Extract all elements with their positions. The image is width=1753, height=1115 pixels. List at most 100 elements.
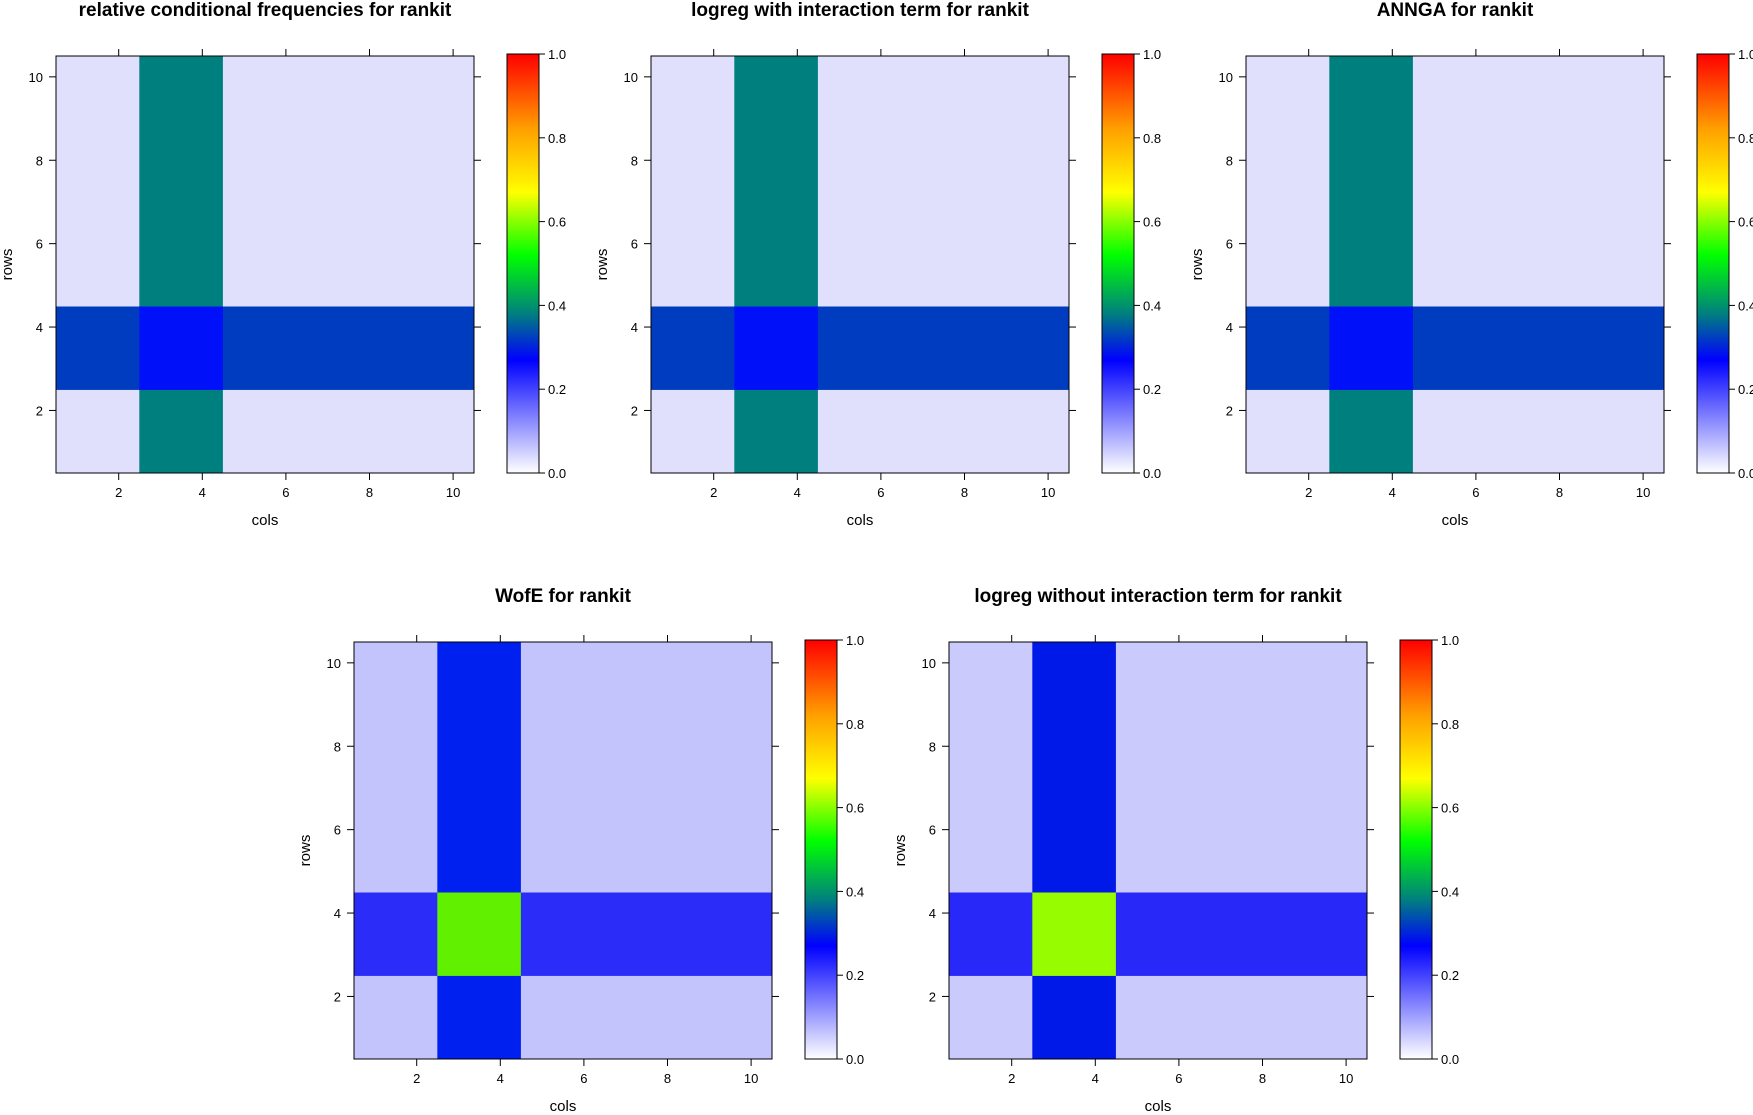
colorbar-tick-label: 0.0 [1143, 466, 1161, 481]
y-axis-label: rows [0, 249, 16, 281]
plot-frame [55, 55, 475, 474]
colorbar-tick-label: 1.0 [1738, 47, 1753, 62]
heatmap-cell [1329, 305, 1414, 390]
y-tick-label: 4 [929, 906, 936, 921]
y-tick-label: 8 [36, 153, 43, 168]
heatmap-cell [1115, 975, 1368, 1060]
y-tick-label: 10 [1219, 70, 1233, 85]
plot-frame [353, 641, 773, 1060]
heatmap-cell [139, 55, 224, 307]
heatmap-cell [222, 55, 475, 307]
x-tick-label: 4 [1092, 1071, 1099, 1086]
panel-title: logreg without interaction term for rank… [974, 586, 1342, 607]
heatmap-cell [520, 975, 773, 1060]
x-tick-label: 4 [1389, 485, 1396, 500]
heatmap-cell [139, 389, 224, 474]
x-tick-label: 10 [1041, 485, 1055, 500]
x-tick-label: 8 [664, 1071, 671, 1086]
colorbar-tick-label: 0.2 [1441, 968, 1459, 983]
x-tick-label: 6 [1175, 1071, 1182, 1086]
colorbar-tick-label: 0.4 [548, 298, 566, 313]
heatmap-cell [55, 55, 140, 307]
x-axis-label: cols [847, 512, 874, 529]
colorbar-tick-label: 0.2 [846, 968, 864, 983]
y-tick-label: 8 [631, 153, 638, 168]
heatmap-cell [353, 975, 438, 1060]
heatmap-cell [1032, 641, 1117, 893]
heatmap-cell [222, 305, 475, 390]
y-tick-label: 6 [1226, 237, 1233, 252]
y-tick-label: 4 [334, 906, 341, 921]
heatmap-cell [650, 305, 735, 390]
y-axis-label: rows [594, 249, 611, 281]
colorbar [1101, 53, 1135, 474]
y-tick-label: 4 [631, 320, 638, 335]
heatmap-cell [353, 891, 438, 976]
heatmap-panel-5: logreg without interaction term for rank… [892, 586, 1459, 1115]
y-tick-label: 10 [624, 70, 638, 85]
colorbar-tick-label: 0.0 [548, 466, 566, 481]
heatmap-cell [222, 389, 475, 474]
heatmap-cell [1115, 641, 1368, 893]
x-tick-label: 4 [794, 485, 801, 500]
heatmap-cell [1032, 891, 1117, 976]
heatmap-cell [437, 975, 522, 1060]
heatmap-cell [1245, 55, 1330, 307]
x-tick-label: 6 [580, 1071, 587, 1086]
x-tick-label: 2 [1008, 1071, 1015, 1086]
heatmap-cell [1032, 975, 1117, 1060]
heatmap-cell [948, 891, 1033, 976]
colorbar-tick-label: 0.0 [1738, 466, 1753, 481]
x-tick-label: 4 [497, 1071, 504, 1086]
colorbar-tick-label: 0.8 [846, 717, 864, 732]
y-tick-label: 6 [36, 237, 43, 252]
x-tick-label: 8 [1259, 1071, 1266, 1086]
colorbar-tick-label: 0.4 [1738, 298, 1753, 313]
panel-title: logreg with interaction term for rankit [691, 0, 1029, 21]
plot-frame [948, 641, 1368, 1060]
heatmap-cell [1412, 305, 1665, 390]
colorbar [1399, 639, 1433, 1060]
x-tick-label: 10 [446, 485, 460, 500]
y-tick-label: 10 [29, 70, 43, 85]
y-axis-label: rows [1189, 249, 1206, 281]
y-tick-label: 10 [922, 656, 936, 671]
colorbar-tick-label: 0.8 [1738, 131, 1753, 146]
y-tick-label: 4 [1226, 320, 1233, 335]
plot-frame [1245, 55, 1665, 474]
heatmap-cell [353, 641, 438, 893]
y-axis-label: rows [892, 835, 909, 867]
colorbar-tick-label: 0.2 [1738, 382, 1753, 397]
x-axis-label: cols [1442, 512, 1469, 529]
x-tick-label: 2 [413, 1071, 420, 1086]
heatmap-cell [1115, 891, 1368, 976]
colorbar-tick-label: 0.8 [548, 131, 566, 146]
x-tick-label: 8 [1556, 485, 1563, 500]
y-tick-label: 8 [334, 739, 341, 754]
heatmap-cell [948, 641, 1033, 893]
colorbar-tick-label: 0.6 [1441, 801, 1459, 816]
heatmap-cell [817, 55, 1070, 307]
y-tick-label: 2 [929, 989, 936, 1004]
x-tick-label: 10 [1339, 1071, 1353, 1086]
x-tick-label: 6 [282, 485, 289, 500]
heatmap-cell [1329, 389, 1414, 474]
panel-title: ANNGA for rankit [1377, 0, 1534, 21]
y-axis-label: rows [297, 835, 314, 867]
y-tick-label: 2 [334, 989, 341, 1004]
colorbar-tick-label: 0.4 [1143, 298, 1161, 313]
x-tick-label: 10 [1636, 485, 1650, 500]
panel-title: WofE for rankit [495, 586, 631, 607]
heatmap-cell [520, 641, 773, 893]
heatmap-cell [1245, 305, 1330, 390]
y-tick-label: 8 [929, 739, 936, 754]
panel-title: relative conditional frequencies for ran… [79, 0, 452, 21]
heatmap-cell [1412, 389, 1665, 474]
heatmap-panel-4: WofE for rankit 2 4 6 8 10 2 4 6 8 10 cols rows 0.0 0.… [297, 586, 864, 1115]
x-tick-label: 8 [961, 485, 968, 500]
x-axis-label: cols [252, 512, 279, 529]
heatmap-cell [650, 55, 735, 307]
x-tick-label: 2 [115, 485, 122, 500]
heatmap-cell [139, 305, 224, 390]
heatmap-cell [734, 389, 819, 474]
